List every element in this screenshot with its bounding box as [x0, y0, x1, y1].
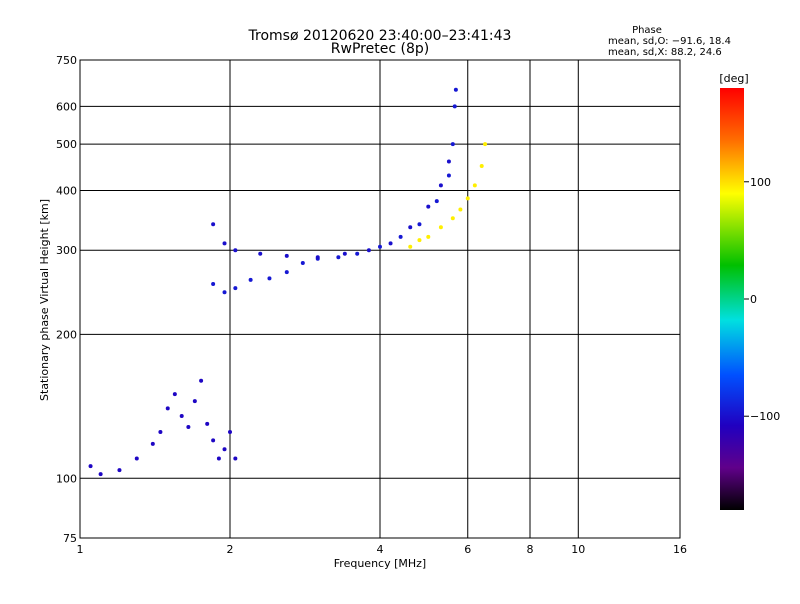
y-tick-label: 75	[63, 532, 77, 545]
stats-line-x: mean, sd,X: 88.2, 24.6	[608, 47, 722, 58]
data-point	[117, 468, 122, 473]
data-point	[438, 183, 443, 188]
x-tick-label: 2	[227, 543, 234, 556]
data-point	[446, 173, 451, 178]
x-tick-label: 1	[77, 543, 84, 556]
data-point	[315, 255, 320, 260]
data-point	[426, 234, 431, 239]
data-point	[267, 276, 272, 281]
data-point	[453, 87, 458, 92]
y-axis-label: Stationary phase Virtual Height [km]	[38, 199, 51, 401]
data-point	[222, 447, 227, 452]
x-axis-label: Frequency [MHz]	[334, 557, 426, 570]
data-point	[458, 207, 463, 212]
y-tick-label: 750	[56, 54, 77, 67]
data-point	[199, 378, 204, 383]
x-tick-label: 4	[377, 543, 384, 556]
x-tick-label: 16	[673, 543, 687, 556]
data-point	[366, 248, 371, 253]
plot-area: 1 2 4 6 8 10 16 75 100 200 300 400 500 600 750	[56, 54, 687, 556]
colorbar-gradient	[720, 88, 744, 510]
data-point	[426, 204, 431, 209]
data-point	[165, 406, 170, 411]
data-point	[336, 255, 341, 260]
data-point	[233, 456, 238, 461]
colorbar-label: [deg]	[719, 72, 748, 85]
data-point	[408, 225, 413, 230]
y-tick-label: 300	[56, 244, 77, 257]
stats-line-o: mean, sd,O: −91.6, 18.4	[608, 36, 731, 47]
y-tick-label: 100	[56, 472, 77, 485]
data-point	[355, 251, 360, 256]
x-tick-label: 8	[527, 543, 534, 556]
data-point	[472, 183, 477, 188]
data-point	[179, 413, 184, 418]
colorbar-tick-label: −100	[750, 410, 780, 423]
data-point	[192, 399, 197, 404]
data-point	[450, 216, 455, 221]
data-point	[211, 281, 216, 286]
axis-ticks: 1 2 4 6 8 10 16 75 100 200 300 400 500 600 750	[56, 54, 687, 556]
data-point	[216, 456, 221, 461]
data-point	[150, 441, 155, 446]
y-tick-label: 400	[56, 184, 77, 197]
data-point	[186, 425, 191, 430]
data-point	[342, 251, 347, 256]
chart-subtitle: RwPretec (8p)	[331, 41, 429, 57]
data-point	[398, 234, 403, 239]
colorbar-ticks: 100 0 −100	[744, 176, 780, 423]
data-point	[479, 164, 484, 169]
colorbar: [deg] 100 0 −100	[719, 72, 780, 510]
data-point	[284, 270, 289, 275]
data-point	[434, 199, 439, 204]
data-point	[300, 261, 305, 266]
data-point	[211, 438, 216, 443]
x-tick-label: 6	[464, 543, 471, 556]
x-tick-label: 10	[571, 543, 585, 556]
data-point	[233, 248, 238, 253]
data-point	[88, 464, 93, 469]
data-point	[98, 472, 103, 477]
stats-heading: Phase	[632, 25, 662, 36]
data-point	[258, 251, 263, 256]
data-point	[205, 421, 210, 426]
y-tick-label: 200	[56, 328, 77, 341]
colorbar-tick-label: 100	[750, 176, 771, 189]
y-tick-label: 500	[56, 138, 77, 151]
data-point	[483, 142, 488, 147]
y-tick-label: 600	[56, 100, 77, 113]
data-point	[228, 429, 232, 434]
data-point	[233, 286, 238, 291]
data-point	[134, 456, 139, 461]
data-points	[88, 87, 488, 477]
data-point	[211, 222, 216, 227]
grid-lines	[80, 60, 680, 538]
data-point	[438, 225, 443, 230]
data-point	[388, 241, 393, 246]
data-point	[446, 159, 451, 164]
data-point	[417, 222, 422, 227]
data-point	[284, 253, 289, 258]
data-point	[452, 104, 457, 109]
data-point	[172, 392, 177, 397]
data-point	[408, 244, 413, 249]
colorbar-tick-label: 0	[750, 293, 757, 306]
chart-title: Tromsø 20120620 23:40:00–23:41:43	[248, 28, 512, 44]
data-point	[450, 142, 455, 147]
data-point	[248, 277, 253, 282]
data-point	[417, 238, 422, 243]
data-point	[465, 196, 470, 201]
data-point	[222, 290, 227, 295]
data-point	[158, 429, 163, 434]
data-point	[378, 244, 382, 249]
data-point	[222, 241, 227, 246]
